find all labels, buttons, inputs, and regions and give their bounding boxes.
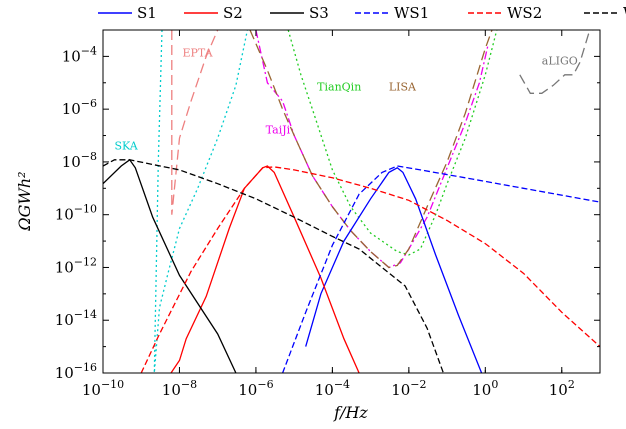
x-tick-label: 100 <box>472 378 498 399</box>
legend-label-ws2: WS2 <box>507 4 542 22</box>
y-tick-label: 10−10 <box>55 203 97 224</box>
y-tick-label: 10−4 <box>62 44 97 65</box>
x-tick-label: 10−2 <box>391 378 426 399</box>
plot-frame <box>102 29 601 374</box>
series-line-s3 <box>103 158 237 373</box>
y-axis-title: ΩGWh² <box>15 171 34 231</box>
detector-label-tianqin: TianQin <box>317 81 361 94</box>
axes: 10−10 10−8 10−6 10−4 10−2 100 102 10−16 10−14 10−… <box>55 30 600 399</box>
x-tick-label: 102 <box>549 378 575 399</box>
series-line-ws2 <box>140 166 600 373</box>
y-tick-label: 10−16 <box>55 361 97 382</box>
detector-label-lisa: LISA <box>389 81 417 94</box>
series-line-s1 <box>305 167 483 373</box>
x-tick-label: 10−6 <box>238 378 273 399</box>
plot-area <box>103 30 600 373</box>
detector-label-ska: SKA <box>115 139 139 152</box>
legend-label-ws3: WS3 <box>623 4 626 22</box>
sensitivity-curve-ska <box>153 30 249 373</box>
y-tick-label: 10−8 <box>62 150 97 171</box>
sensitivity-curve-taiji <box>255 30 489 269</box>
x-tick-label: 10−10 <box>82 378 124 399</box>
x-tick-label: 10−8 <box>162 378 197 399</box>
y-tick-label: 10−12 <box>55 255 97 276</box>
y-tick-label: 10−6 <box>62 97 97 118</box>
legend-label-s1: S1 <box>137 4 157 22</box>
legend: S1 S2 S3 WS1 WS2 WS3 <box>98 4 626 22</box>
sensitivity-curve-aligo <box>519 30 594 94</box>
legend-label-s2: S2 <box>223 4 243 22</box>
sensitivity-curve-tianqin <box>287 30 498 256</box>
detector-label-aligo: aLIGO <box>542 54 578 67</box>
sensitivity-curve-epta <box>171 30 219 215</box>
series-line-ws1 <box>281 165 600 373</box>
detector-label-epta: EPTA <box>182 46 213 59</box>
legend-label-s3: S3 <box>309 4 329 22</box>
series-line-ws3 <box>103 159 445 373</box>
y-tick-label: 10−14 <box>55 308 97 329</box>
detector-labels: SKA EPTA TianQin TaiJi LISA aLIGO <box>115 46 578 152</box>
sensitivity-curve-lisa <box>249 30 493 269</box>
detector-label-taiji: TaiJi <box>266 123 291 136</box>
legend-label-ws1: WS1 <box>394 4 429 22</box>
x-tick-label: 10−4 <box>315 378 350 399</box>
x-axis-title: f/Hz <box>333 403 368 422</box>
